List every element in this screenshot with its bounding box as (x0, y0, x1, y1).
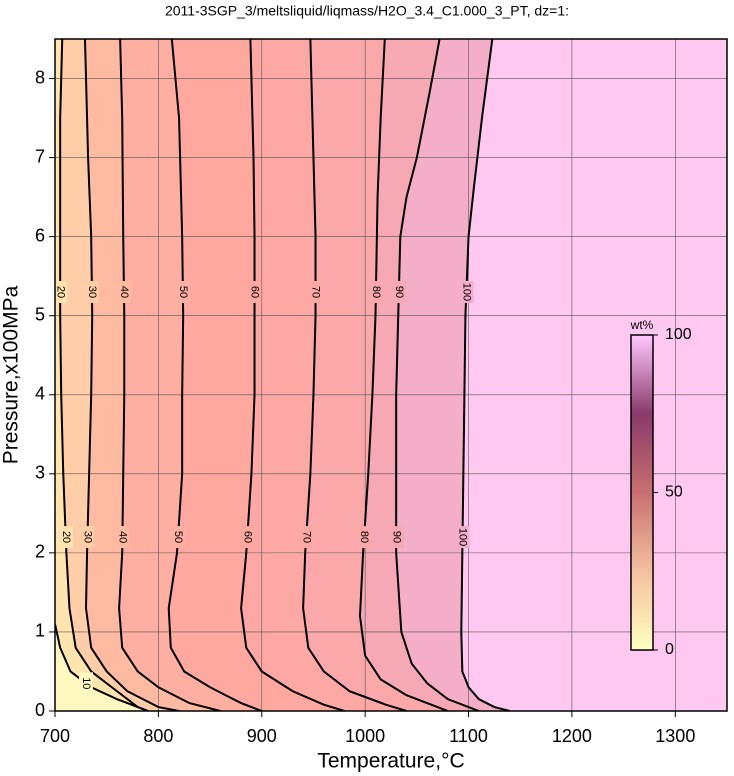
contour-label-bg (240, 526, 255, 549)
x-tick-label: 1000 (345, 726, 385, 746)
contour-label: 20 (60, 531, 72, 543)
colorbar (630, 334, 654, 651)
contour-label: 70 (300, 531, 312, 543)
y-tick-label: 5 (35, 304, 45, 324)
contour-label: 40 (117, 531, 129, 543)
contour-label-bg (58, 526, 73, 549)
contour-fill (55, 624, 149, 711)
contour-label-bg (80, 526, 95, 549)
contour-line (358, 39, 449, 711)
contour-label: 60 (249, 286, 261, 298)
contour-line (460, 39, 511, 711)
x-tick-label: 900 (247, 726, 277, 746)
x-axis-label: Temperature,°C (317, 750, 464, 773)
y-tick-label: 0 (35, 700, 45, 720)
contour-label: 20 (54, 286, 66, 298)
contour-label-bg (455, 526, 470, 549)
contour-label: 80 (358, 531, 370, 543)
y-tick-label: 4 (35, 384, 45, 404)
contour-fill (55, 39, 149, 711)
y-tick-label: 2 (35, 542, 45, 562)
y-tick-label: 6 (35, 225, 45, 245)
chart-title: 2011-3SGP_3/meltsliquid/liqmass/H2O_3.4_… (165, 3, 569, 19)
contour-label: 80 (370, 286, 382, 298)
y-tick-label: 1 (35, 621, 45, 641)
contour-label: 100 (457, 528, 469, 546)
contour-line (167, 39, 263, 711)
contour-label: 90 (393, 286, 405, 298)
contour-label-bg (115, 526, 130, 549)
contour-label-bg (175, 280, 190, 303)
contour-label-bg (357, 526, 372, 549)
contour-line (302, 39, 407, 711)
contour-label: 10 (80, 677, 92, 689)
contour-label-bg (389, 526, 404, 549)
contour-label-bg (79, 672, 94, 695)
contour-label: 60 (241, 531, 253, 543)
contour-label: 50 (177, 286, 189, 298)
contour-label: 50 (172, 531, 184, 543)
colorbar-tick-label: 0 (665, 641, 674, 658)
contour-label-bg (55, 280, 68, 303)
colorbar-tick-label: 50 (665, 484, 683, 501)
colorbar-label: wt% (630, 318, 654, 332)
colorbar-tick-label: 100 (665, 326, 692, 343)
contour-label-bg (308, 280, 323, 303)
contour-label: 70 (310, 286, 322, 298)
contour-label: 30 (86, 286, 98, 298)
contour-label-bg (459, 280, 474, 303)
contour-label-bg (116, 280, 131, 303)
contour-label-bg (299, 526, 314, 549)
contour-label-bg (84, 280, 99, 303)
contour-label-bg (368, 280, 383, 303)
y-tick-label: 8 (35, 67, 45, 87)
x-tick-label: 800 (143, 726, 173, 746)
contour-line (240, 39, 345, 711)
contour-label: 40 (118, 286, 130, 298)
contour-label: 90 (390, 531, 402, 543)
contour-label: 30 (82, 531, 94, 543)
contour-label: 100 (460, 283, 472, 301)
plot-frame (54, 38, 728, 712)
y-tick-label: 7 (35, 146, 45, 166)
y-axis-label: Pressure,x100MPa (0, 285, 23, 464)
contour-fill (55, 39, 221, 711)
y-tick-label: 3 (35, 463, 45, 483)
contour-label-bg (247, 280, 262, 303)
plot-area: 100 100 90 90 80 80 70 70 60 60 50 50 40 40 30 30 20 20 10 (54, 39, 727, 711)
contour-label-bg (391, 280, 406, 303)
x-tick-label: 1200 (552, 726, 592, 746)
contour-label-bg (171, 526, 186, 549)
contour-line (83, 39, 180, 711)
contour-line (395, 39, 480, 711)
x-tick-label: 1100 (449, 726, 488, 746)
x-tick-label: 1300 (655, 726, 695, 746)
contour-line (118, 39, 221, 711)
x-tick-label: 700 (40, 726, 70, 746)
